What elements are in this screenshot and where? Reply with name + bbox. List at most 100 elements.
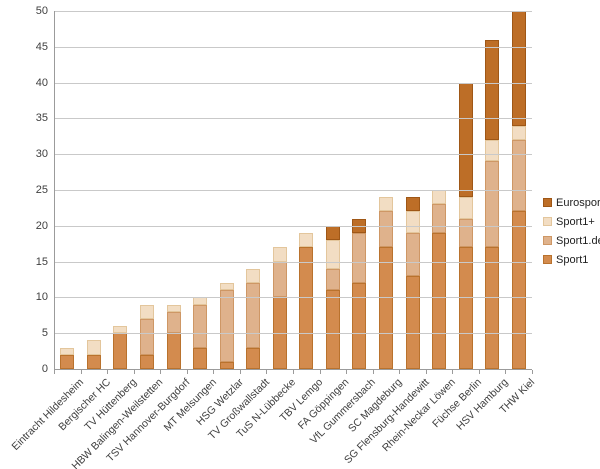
bar-segment-sport1+: [378, 197, 393, 212]
bar-segment-eurosport: [485, 39, 500, 140]
bar-segment-sport1+: [193, 297, 208, 305]
bar-segment-sport1: [458, 247, 473, 369]
legend-label: Sport1.de: [556, 234, 600, 247]
bar-segment-sport1: [86, 354, 101, 369]
x-tick-mark: [266, 370, 268, 374]
bar-segment-sport1: [511, 211, 526, 369]
gridline: [54, 11, 532, 12]
gridline: [54, 261, 532, 263]
bar-segment-sport1+: [246, 268, 261, 284]
x-tick-mark: [372, 370, 374, 374]
bar-segment-sport1+: [405, 211, 420, 233]
gridline: [54, 118, 532, 120]
x-tick-mark: [293, 370, 294, 374]
y-tick-label: 50: [35, 5, 48, 17]
x-tick-mark: [532, 370, 533, 374]
x-tick-mark: [452, 370, 454, 374]
bar-segment-sport1+: [86, 340, 101, 355]
x-tick-mark: [399, 370, 401, 374]
bar-segment-sport1-de: [352, 232, 367, 284]
bar-segment-sport1+: [325, 240, 340, 269]
x-tick-mark: [425, 370, 427, 374]
bar-segment-sport1+: [166, 304, 181, 312]
x-tick-mark: [54, 370, 55, 374]
legend-item-sport1: Sport1: [543, 250, 600, 269]
bar-segment-eurosport: [511, 11, 526, 126]
bar-segment-sport1: [405, 275, 420, 369]
legend: Eurosport Sport1+ Sport1.de Sport1: [543, 193, 600, 269]
bar-segment-sport1+: [458, 197, 473, 219]
bar-segment-sport1-de: [432, 204, 447, 233]
bar-segment-sport1: [60, 354, 75, 369]
bar-segment-sport1-de: [485, 161, 500, 248]
bar-segment-eurosport: [458, 82, 473, 198]
bar-segment-sport1+: [272, 247, 287, 262]
y-tick-label: 10: [35, 291, 48, 304]
bar-segment-sport1+: [299, 232, 314, 248]
bar-segment-sport1: [432, 232, 447, 369]
bar-segment-sport1: [299, 247, 314, 369]
bar-segment-eurosport: [325, 225, 340, 241]
bar-segment-sport1: [325, 290, 340, 369]
bar-segment-sport1-de: [511, 139, 526, 212]
gridline: [54, 297, 532, 299]
gridline: [54, 333, 532, 335]
legend-swatch-icon: [543, 198, 552, 207]
y-tick-label: 0: [41, 363, 48, 375]
legend-swatch-icon: [543, 255, 552, 264]
bar-segment-sport1-de: [139, 318, 154, 355]
gridline: [54, 190, 532, 191]
x-tick-mark: [160, 370, 162, 374]
bar-segment-sport1: [246, 347, 261, 369]
y-tick-label: 45: [35, 40, 48, 53]
x-tick-mark: [186, 370, 188, 374]
x-tick-mark: [107, 370, 109, 374]
x-tick-mark: [133, 370, 135, 374]
legend-item-eurosport: Eurosport: [543, 193, 600, 212]
bar-segment-eurosport: [352, 218, 367, 233]
bar-segment-sport1+: [113, 326, 128, 334]
y-tick-label: 15: [35, 255, 48, 268]
bar-segment-sport1: [139, 354, 154, 369]
y-axis-line: [54, 11, 55, 370]
bar-segment-sport1: [352, 283, 367, 369]
x-tick-mark: [239, 370, 241, 374]
bar-segment-sport1-de: [219, 290, 234, 362]
bar-segment-sport1-de: [246, 283, 261, 348]
y-tick-label: 35: [35, 112, 48, 125]
gridline: [54, 154, 532, 156]
legend-swatch-icon: [543, 236, 552, 245]
y-tick-label: 5: [41, 327, 48, 340]
bar-segment-sport1: [193, 347, 208, 369]
gridline: [54, 46, 532, 48]
gridline: [54, 225, 532, 227]
bar-segment-sport1-de: [405, 232, 420, 276]
bar-segment-sport1-de: [272, 261, 287, 298]
legend-label: Sport1: [556, 253, 589, 266]
bar-segment-sport1+: [219, 283, 234, 291]
y-tick-label: 30: [35, 148, 48, 161]
bar-segment-sport1-de: [378, 211, 393, 248]
legend-label: Sport1+: [556, 215, 595, 228]
y-tick-label: 20: [35, 219, 48, 232]
bar-segment-sport1-de: [325, 268, 340, 291]
bar-segment-sport1-de: [166, 311, 181, 334]
legend-item-sport1+: Sport1+: [543, 212, 600, 231]
gridline: [54, 82, 532, 84]
bar-segment-sport1: [219, 361, 234, 369]
x-tick-mark: [80, 370, 82, 374]
y-tick-label: 40: [35, 76, 48, 89]
x-tick-mark: [346, 370, 348, 374]
bar-segment-sport1+: [139, 304, 154, 319]
legend-item-sport1-de: Sport1.de: [543, 231, 600, 250]
x-tick-mark: [319, 370, 321, 374]
bar-segment-sport1-de: [193, 304, 208, 348]
y-tick-label: 25: [35, 184, 48, 196]
bar-segment-sport1+: [485, 139, 500, 162]
bar-segment-sport1: [166, 333, 181, 369]
bar-segment-sport1-de: [458, 218, 473, 248]
x-tick-mark: [478, 370, 480, 374]
bar-segment-eurosport: [405, 197, 420, 212]
bar-segment-sport1: [485, 247, 500, 369]
